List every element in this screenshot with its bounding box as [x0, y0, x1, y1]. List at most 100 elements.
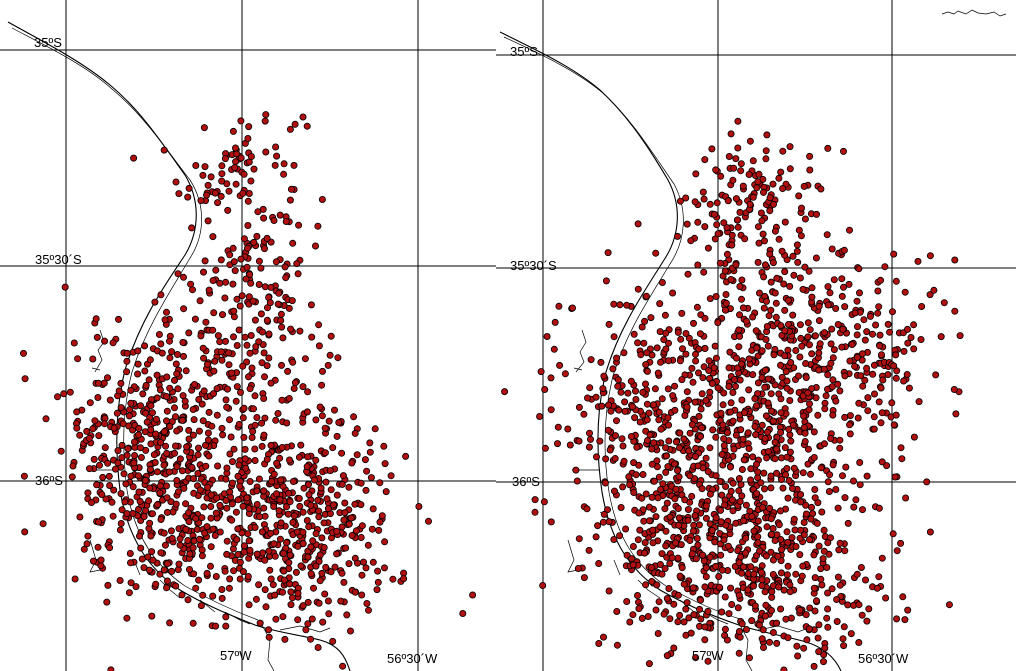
catch-point — [135, 431, 143, 439]
catch-point — [600, 510, 608, 518]
label-lat-35: 35ºS — [34, 35, 62, 50]
catch-point — [190, 570, 198, 578]
catch-point — [787, 358, 795, 366]
catch-point — [152, 580, 160, 588]
catch-point — [731, 382, 739, 390]
catch-point — [765, 638, 773, 646]
catch-point — [639, 470, 647, 478]
catch-point — [222, 278, 230, 286]
catch-point — [172, 178, 180, 186]
catch-point — [179, 338, 187, 346]
catch-point — [238, 292, 246, 300]
catch-point — [815, 366, 823, 374]
catch-point — [784, 296, 792, 304]
catch-point — [739, 517, 747, 525]
catch-point — [312, 456, 320, 464]
catch-point — [206, 562, 214, 570]
catch-point — [616, 532, 624, 540]
catch-point — [369, 558, 377, 566]
catch-point — [735, 487, 743, 495]
catch-point — [198, 552, 206, 560]
catch-point — [701, 623, 709, 631]
catch-point — [251, 456, 259, 464]
catch-point — [708, 379, 716, 387]
catch-point — [755, 547, 763, 555]
catch-point — [550, 345, 558, 353]
catch-point — [338, 449, 346, 457]
catch-point — [892, 411, 900, 419]
catch-point — [329, 637, 337, 645]
catch-point — [547, 374, 555, 382]
catch-point — [786, 448, 794, 456]
catch-point — [893, 615, 901, 623]
catch-point — [181, 397, 189, 405]
catch-point — [741, 235, 749, 243]
catch-point — [892, 374, 900, 382]
catch-point — [605, 320, 613, 328]
catch-point — [702, 454, 710, 462]
catch-point — [836, 387, 844, 395]
catch-point — [768, 593, 776, 601]
catch-point — [223, 550, 231, 558]
catch-point — [255, 257, 263, 265]
catch-point — [659, 480, 667, 488]
catch-point — [815, 317, 823, 325]
catch-point — [817, 185, 825, 193]
catch-point — [131, 451, 139, 459]
catch-point — [632, 395, 640, 403]
catch-point — [203, 191, 211, 199]
catch-point — [146, 356, 154, 364]
catch-point — [851, 309, 859, 317]
catch-point — [123, 510, 131, 518]
catch-point — [185, 426, 193, 434]
catch-point — [926, 252, 934, 260]
catch-point — [677, 335, 685, 343]
catch-point — [693, 535, 701, 543]
catch-point — [834, 573, 842, 581]
catch-point — [228, 500, 236, 508]
catch-point — [872, 321, 880, 329]
catch-point — [666, 560, 674, 568]
catch-point — [877, 276, 885, 284]
catch-point — [359, 558, 367, 566]
catch-point — [910, 345, 918, 353]
catch-point — [240, 404, 248, 412]
catch-point — [585, 443, 593, 451]
catch-point — [311, 242, 319, 250]
catch-point — [205, 286, 213, 294]
catch-point — [736, 633, 744, 641]
catch-point — [824, 589, 832, 597]
catch-point — [134, 360, 142, 368]
catch-point — [214, 199, 222, 207]
catch-point — [736, 497, 744, 505]
catch-point — [276, 454, 284, 462]
catch-point — [873, 584, 881, 592]
catch-point — [776, 507, 784, 515]
catch-point — [295, 221, 303, 229]
catch-point — [263, 362, 271, 370]
catch-point — [252, 595, 260, 603]
catch-point — [148, 510, 156, 518]
catch-point — [304, 553, 312, 561]
catch-point — [786, 396, 794, 404]
catch-point — [237, 117, 245, 125]
catch-point — [318, 534, 326, 542]
catch-point — [806, 166, 814, 174]
catch-point — [658, 550, 666, 558]
catch-point — [163, 373, 171, 381]
catch-point — [751, 395, 759, 403]
catch-point — [221, 567, 229, 575]
catch-point — [68, 473, 76, 481]
catch-point — [613, 417, 621, 425]
catch-point — [890, 421, 898, 429]
catch-point — [739, 304, 747, 312]
catch-point — [789, 252, 797, 260]
catch-point — [799, 285, 807, 293]
catch-point — [222, 622, 230, 630]
catch-point — [192, 584, 200, 592]
catch-point — [196, 297, 204, 305]
catch-point — [749, 193, 757, 201]
catch-point — [717, 551, 725, 559]
catch-point — [662, 444, 670, 452]
catch-point — [94, 543, 102, 551]
